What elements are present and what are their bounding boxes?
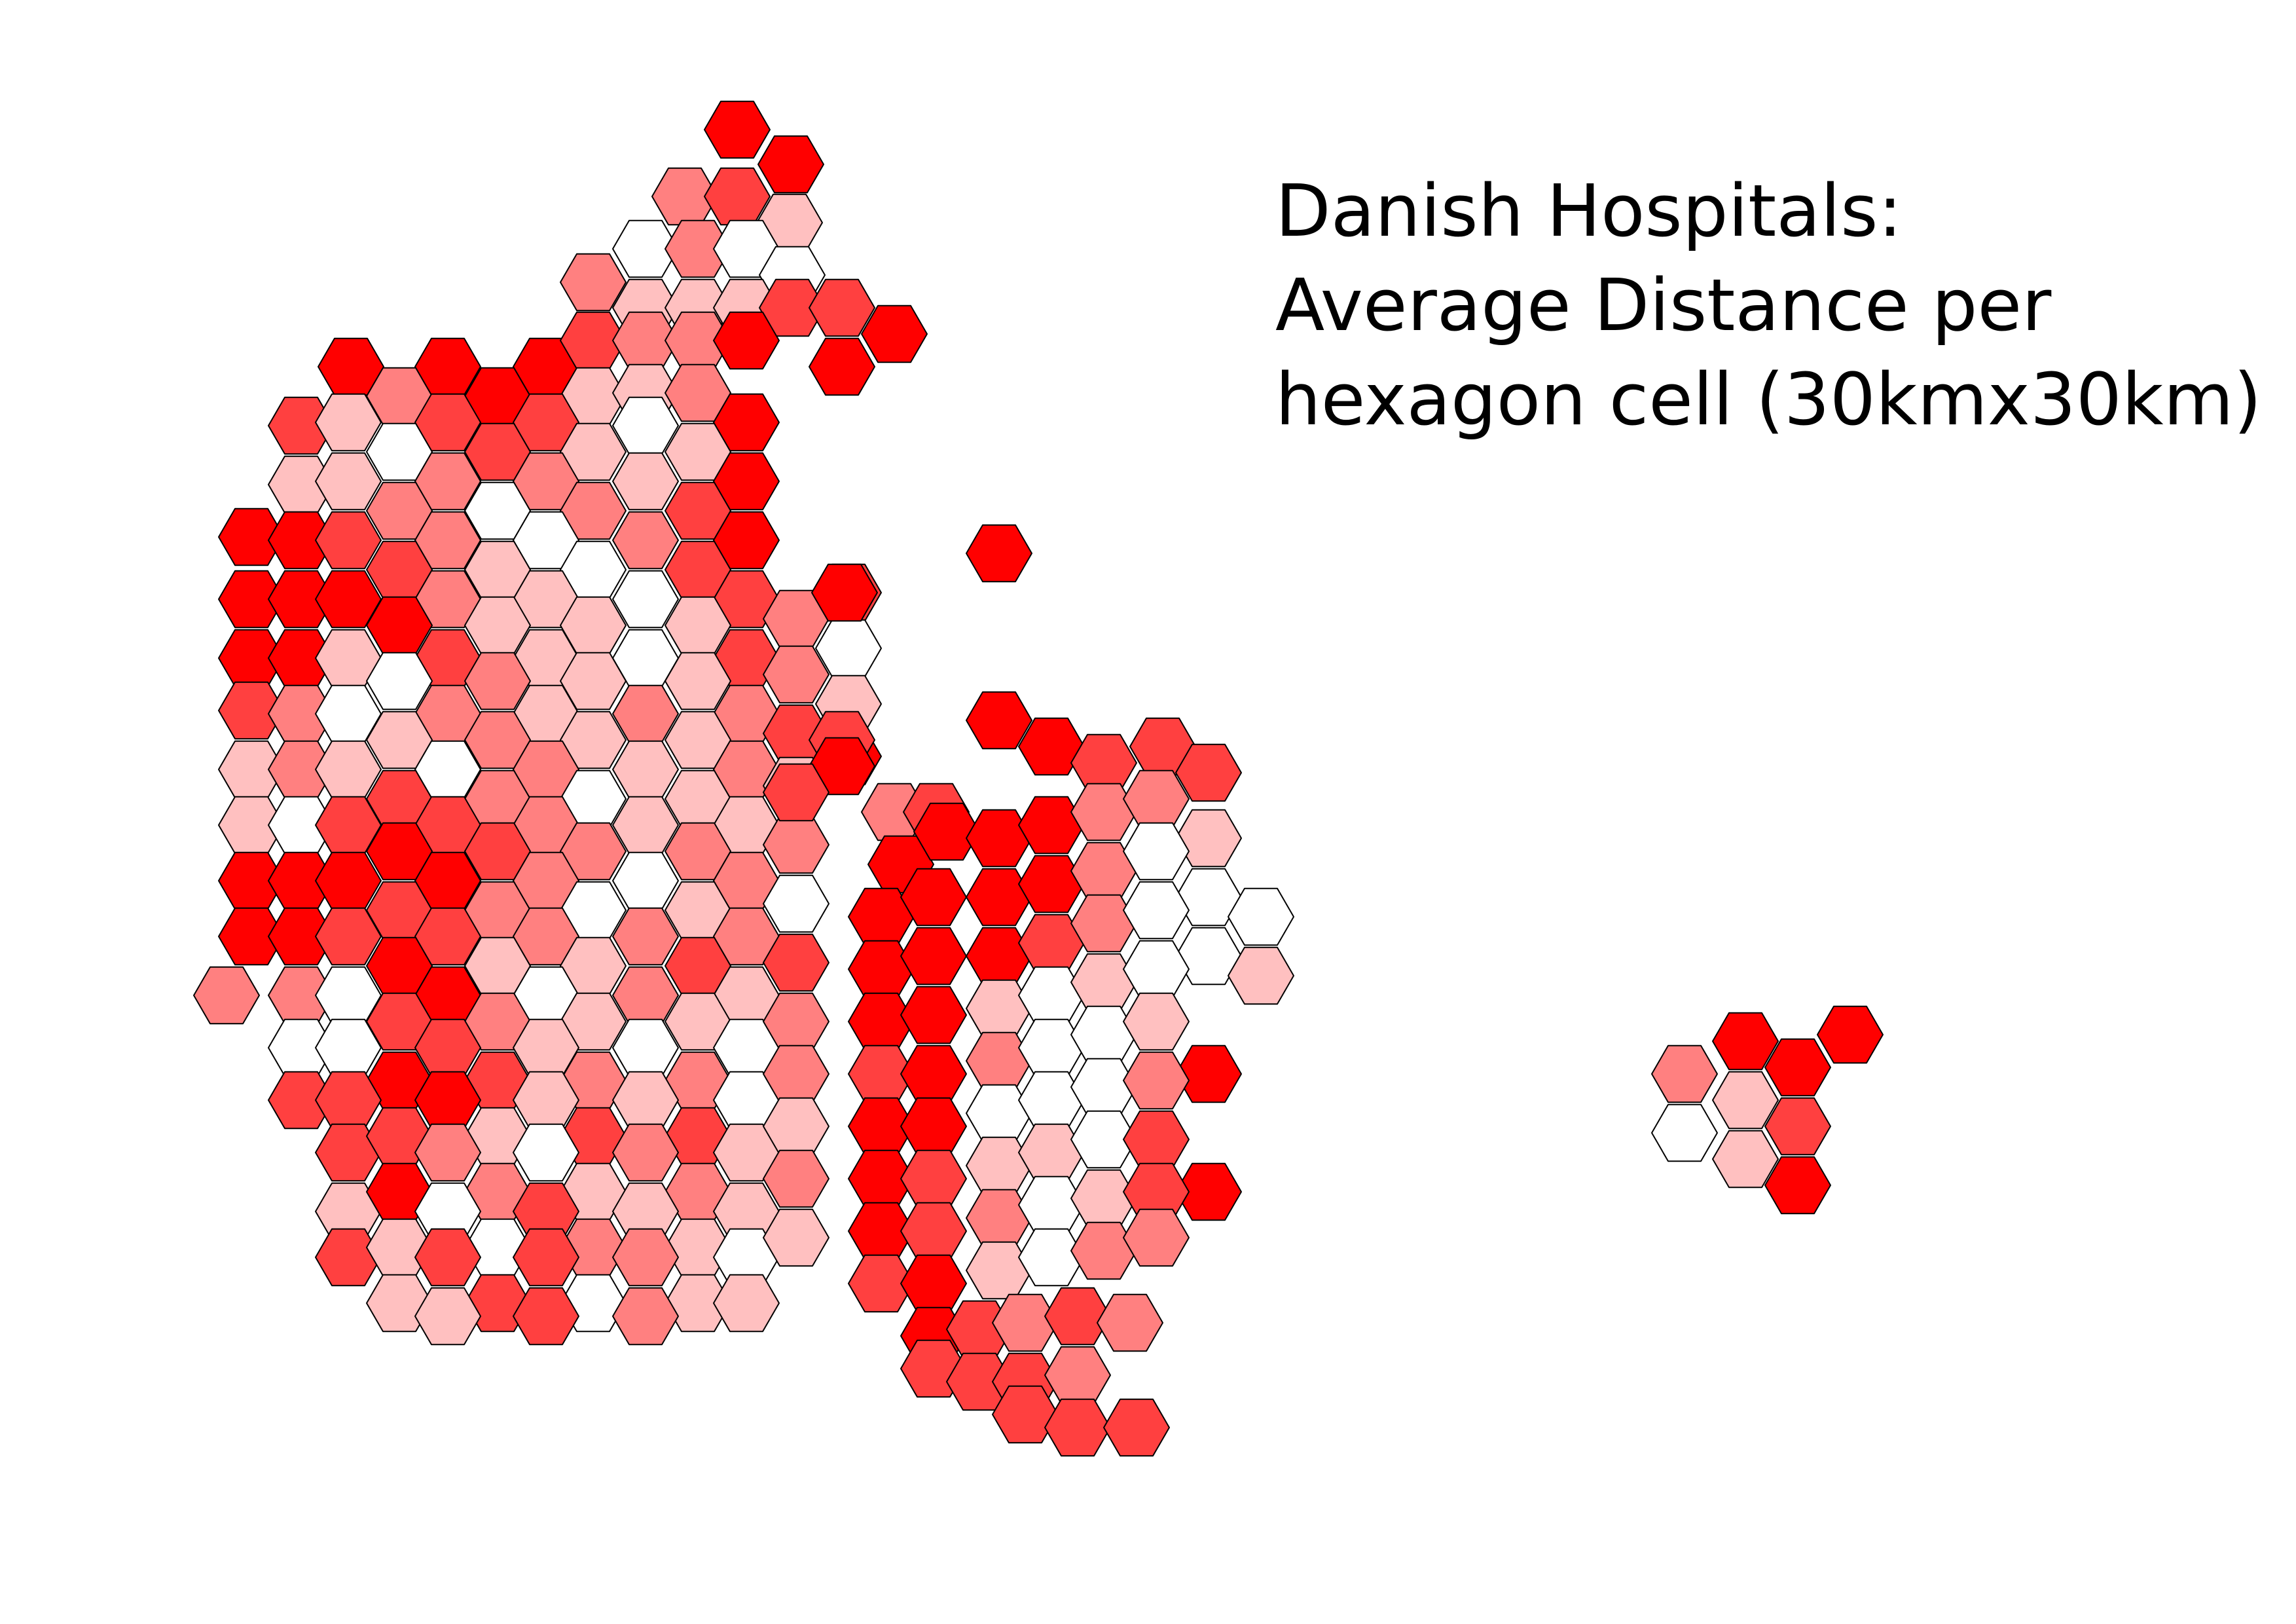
hex-cell <box>315 393 382 452</box>
hex-cell <box>414 1123 481 1182</box>
hex-cell <box>713 1274 780 1333</box>
hex-cell <box>315 1228 382 1287</box>
hex-cell <box>809 337 875 396</box>
title-line-2: Average Distance per <box>1275 263 2052 347</box>
hex-cell <box>366 710 433 769</box>
hex-cell <box>315 851 382 910</box>
hex-cell <box>665 422 731 481</box>
hex-cell <box>763 1208 829 1267</box>
hex-cell <box>464 652 531 710</box>
hex-cell <box>704 167 771 226</box>
hex-cell <box>1712 1130 1779 1189</box>
hex-cell <box>900 986 967 1044</box>
hex-cell <box>612 452 679 511</box>
hex-cell <box>612 740 679 799</box>
hex-cell <box>1044 1346 1111 1405</box>
hex-cell <box>1123 822 1190 881</box>
hex-cell <box>1712 1071 1779 1130</box>
hex-cell <box>713 311 780 370</box>
hex-cell <box>1175 1044 1242 1103</box>
hex-cell <box>861 304 928 363</box>
hex-cell <box>612 851 679 910</box>
hex-cell <box>811 563 878 622</box>
hex-cell <box>1123 992 1190 1051</box>
hex-cell <box>612 1287 679 1346</box>
hex-cell <box>665 652 731 710</box>
hex-cell <box>1228 946 1294 1005</box>
hex-cell <box>513 1287 579 1346</box>
hex-cell <box>464 710 531 769</box>
hex-cell <box>612 511 679 570</box>
hex-cell <box>966 524 1032 583</box>
hex-cell <box>1175 1162 1242 1221</box>
hex-cell <box>315 740 382 799</box>
hex-cell <box>464 422 531 481</box>
hex-cell <box>513 1228 579 1287</box>
hex-cell <box>763 874 829 933</box>
hex-cell <box>612 907 679 966</box>
hex-cell <box>366 652 433 710</box>
hex-cell <box>315 511 382 570</box>
hex-cell <box>366 822 433 881</box>
hex-cell <box>1123 881 1190 940</box>
hex-cell <box>966 691 1032 750</box>
hex-cell <box>560 253 627 312</box>
hex-cell <box>665 822 731 881</box>
hex-cell <box>900 1044 967 1103</box>
hex-cell <box>193 966 260 1025</box>
hex-cell <box>1817 1005 1884 1064</box>
hex-cell <box>1123 1110 1190 1169</box>
hex-cell <box>900 1097 967 1156</box>
hex-cell <box>1712 1012 1779 1071</box>
hex-cell <box>1123 1051 1190 1110</box>
hex-cell <box>900 1149 967 1208</box>
hex-cell <box>612 1228 679 1287</box>
hex-cell <box>763 763 829 822</box>
hex-cell <box>315 907 382 966</box>
hex-cell <box>763 645 829 704</box>
hex-cell <box>612 1123 679 1182</box>
hex-cell <box>1764 1156 1831 1215</box>
hex-cell <box>315 452 382 511</box>
hex-cell <box>900 1254 967 1313</box>
hex-cell <box>414 1287 481 1346</box>
hex-cell <box>414 1228 481 1287</box>
hex-cell <box>665 481 731 540</box>
hex-cell <box>1651 1103 1718 1162</box>
hex-cell <box>1103 1398 1170 1457</box>
hex-cell <box>1651 1044 1718 1103</box>
hex-cell <box>757 135 824 194</box>
hex-cell <box>1764 1038 1831 1097</box>
hex-cell <box>366 422 433 481</box>
map-title: Danish Hospitals: Average Distance per h… <box>1275 164 2262 447</box>
hex-cell <box>1097 1293 1163 1352</box>
hex-cell <box>763 933 829 992</box>
hex-cell <box>1175 743 1242 802</box>
hex-cell <box>612 570 679 629</box>
hex-cell <box>513 1123 579 1182</box>
hex-cell <box>464 481 531 540</box>
hex-cell <box>665 363 731 422</box>
hex-cell <box>1764 1097 1831 1156</box>
hex-cell <box>763 1149 829 1208</box>
hex-cell <box>1123 1208 1190 1267</box>
hex-cell <box>366 481 433 540</box>
hex-cell <box>900 1202 967 1261</box>
hex-cell <box>464 822 531 881</box>
hex-cell <box>665 710 731 769</box>
hex-cell <box>1228 887 1294 946</box>
hex-cell <box>1175 809 1242 868</box>
hex-cell <box>704 100 771 159</box>
title-line-1: Danish Hospitals: <box>1275 169 1903 253</box>
title-line-3: hexagon cell (30kmx30km) <box>1275 358 2262 441</box>
hex-cell <box>809 278 875 337</box>
